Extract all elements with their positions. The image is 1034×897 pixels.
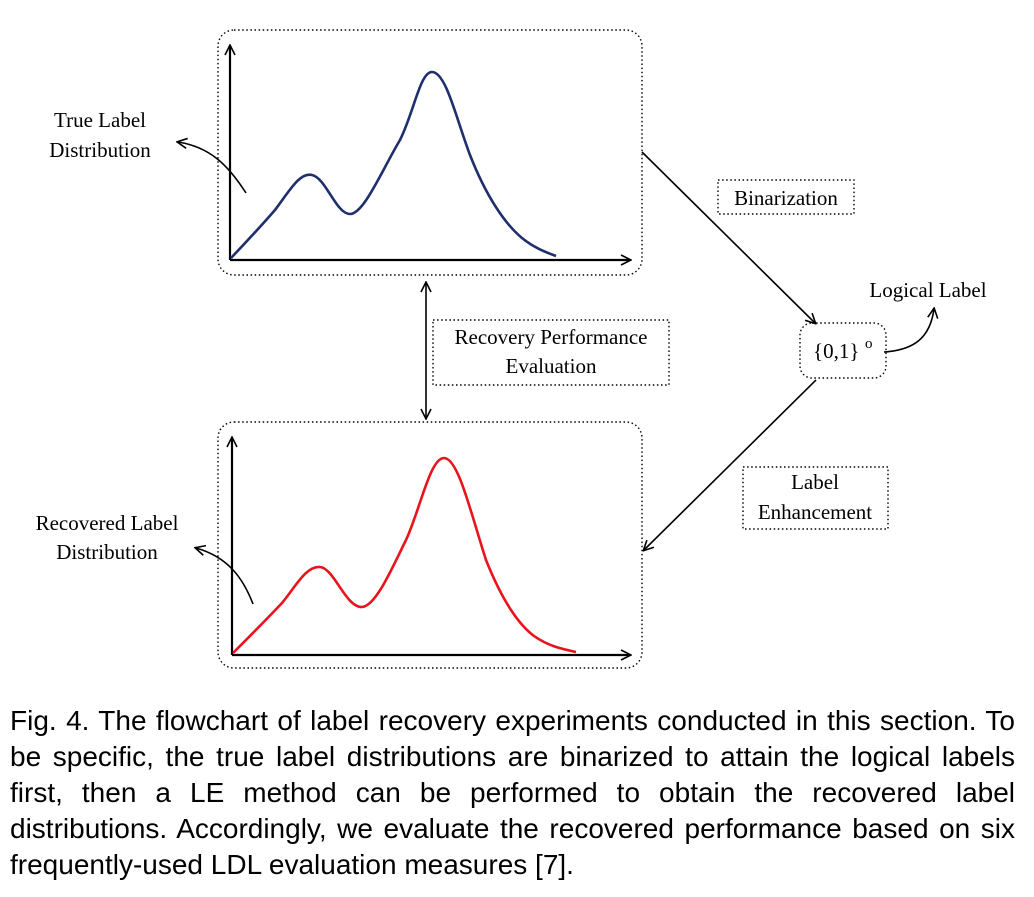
recovered-distribution-axes	[232, 438, 630, 655]
true-distribution-axes	[230, 46, 630, 260]
logical-label-set: {0,1}	[813, 339, 859, 363]
logical-label-node	[799, 322, 887, 379]
binarization-arrow	[641, 151, 815, 323]
recovered-distribution-curve	[232, 456, 577, 654]
recovery-evaluation-line-1: Recovery Performance	[455, 325, 648, 349]
true-distribution-panel	[217, 29, 643, 276]
true-label-line-1: True Label	[54, 108, 146, 132]
binarization-label: Binarization	[734, 186, 838, 210]
flowchart-diagram: True Label Distribution Recovered Label …	[36, 29, 987, 669]
binarization-box	[717, 179, 855, 215]
recovery-evaluation-line-2: Evaluation	[506, 354, 597, 378]
label-enhancement-arrow	[644, 379, 817, 550]
label-enhancement-box	[742, 466, 889, 530]
logical-label-title: Logical Label	[869, 278, 986, 302]
true-label-pointer	[178, 142, 247, 194]
label-enhancement-line-2: Enhancement	[758, 500, 872, 524]
logical-label-pointer	[883, 309, 934, 353]
true-label-line-2: Distribution	[49, 138, 151, 162]
recovered-label-line-1: Recovered Label	[36, 511, 179, 535]
recovery-evaluation-box	[432, 319, 670, 386]
true-distribution-curve	[230, 70, 557, 259]
label-enhancement-line-1: Label	[791, 470, 839, 494]
logical-label-superscript: o	[865, 336, 873, 352]
recovered-label-line-2: Distribution	[56, 540, 158, 564]
recovered-label-pointer	[196, 548, 254, 605]
recovered-distribution-panel	[217, 421, 643, 669]
figure-caption: Fig. 4. The flowchart of label recovery …	[10, 705, 1015, 880]
